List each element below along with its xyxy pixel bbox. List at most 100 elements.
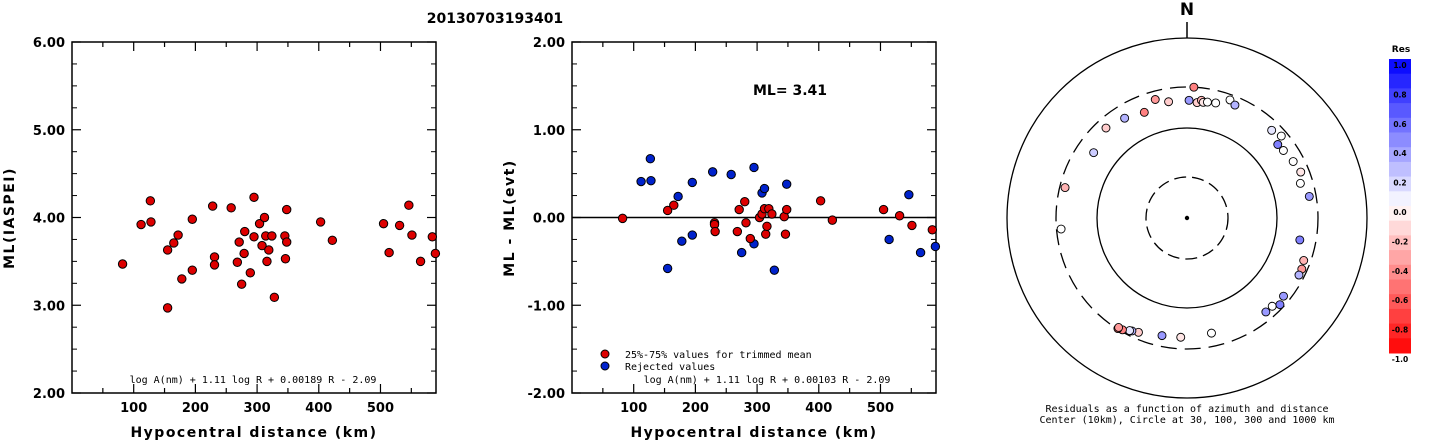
station-residual-point (1157, 331, 1167, 341)
data-point (146, 217, 156, 227)
colorbar-tick-label: 1.0 (1393, 61, 1406, 70)
station-residual-point (1275, 300, 1285, 310)
station-residual-point (1279, 291, 1288, 301)
data-point (280, 254, 291, 264)
station-residual-point (1230, 100, 1240, 110)
panel-ml-residual: -2.00 -1.00 0.00 1.00 2.00 100 200 300 400 500 M… (502, 36, 941, 441)
data-point (177, 274, 187, 284)
station-residual-point (1101, 123, 1111, 133)
y-tick-label: 3.00 (33, 299, 65, 314)
accepted-point (827, 215, 838, 225)
data-point (315, 217, 326, 227)
colorbar-cell (1389, 176, 1411, 192)
panel2-x-ticks: 100 200 300 400 500 (602, 42, 912, 416)
panel1-formula: log A(nm) + 1.11 log R + 0.00189 R - 2.0… (130, 375, 377, 386)
data-point (236, 279, 247, 289)
legend-rejected-marker (600, 361, 610, 371)
station-residual-point (1299, 256, 1309, 265)
panel1-x-ticks: 100 200 300 400 500 (102, 42, 412, 416)
legend-accepted-marker (600, 349, 610, 359)
x-tick-label: 300 (744, 401, 771, 416)
station-residual-point (1089, 148, 1099, 158)
y-tick-label: 4.00 (33, 212, 65, 227)
rejected-point (673, 191, 683, 202)
panel1-points (117, 192, 441, 313)
data-point (187, 214, 198, 224)
x-tick-label: 300 (244, 401, 271, 416)
figure-title: 20130703193401 (427, 11, 563, 27)
rejected-point (646, 175, 656, 186)
colorbar-cell (1389, 264, 1411, 280)
colorbar-cell (1389, 191, 1411, 207)
accepted-point (878, 204, 889, 215)
data-point (249, 192, 259, 203)
polar-center (1184, 215, 1190, 221)
data-point (254, 218, 265, 229)
y-tick-label: 2.00 (533, 36, 565, 51)
rejected-point (687, 177, 698, 188)
polar-caption-line2: Center (10km), Circle at 30, 100, 300 an… (1039, 415, 1334, 426)
y-tick-label: -1.00 (528, 299, 565, 314)
data-point (226, 203, 236, 213)
accepted-point (741, 218, 751, 228)
y-tick-label: 5.00 (33, 124, 65, 139)
colorbar-tick-label: -1.0 (1392, 355, 1408, 364)
x-tick-label: 100 (120, 401, 147, 416)
data-point (327, 235, 338, 246)
data-point (394, 220, 405, 231)
colorbar-tick-label: 0.8 (1393, 90, 1406, 99)
station-residual-point (1278, 146, 1288, 155)
data-point (281, 237, 292, 247)
polar-caption-line1: Residuals as a function of azimuth and d… (1046, 404, 1329, 415)
colorbar-tick-label: 0.6 (1393, 120, 1406, 129)
panel1-y-axis-label: ML(IASPEI) (2, 167, 18, 269)
y-tick-label: 2.00 (33, 387, 65, 402)
colorbar-cell (1389, 117, 1411, 133)
colorbar-cell (1389, 73, 1411, 89)
station-residual-point (1211, 98, 1221, 108)
station-residual-point (1294, 270, 1304, 280)
data-point (117, 259, 128, 269)
station-residual-point (1304, 191, 1314, 201)
station-residual-point (1261, 307, 1271, 317)
accepted-point (761, 229, 771, 239)
data-point (245, 268, 255, 278)
data-point (404, 200, 414, 210)
colorbar-cell (1389, 279, 1411, 295)
accepted-point (710, 226, 720, 237)
data-point (267, 231, 277, 241)
data-point (209, 260, 220, 270)
accepted-point (894, 211, 905, 221)
polar-30km-circle (1145, 176, 1229, 260)
colorbar-tick-label: -0.4 (1392, 267, 1408, 276)
colorbar: Res 1.0 0.8 0.6 0.4 0.2 0.0 -0.2 -0.4 -0.6 -0.8 -1… (1389, 45, 1411, 364)
accepted-point (767, 209, 777, 219)
colorbar-cell (1389, 294, 1411, 310)
data-point (427, 232, 437, 242)
colorbar-ticks: 1.0 0.8 0.6 0.4 0.2 0.0 -0.2 -0.4 -0.6 -0.8 -1.0 (1392, 61, 1408, 364)
colorbar-cells (1389, 59, 1411, 354)
accepted-point (815, 196, 826, 206)
colorbar-tick-label: -0.2 (1392, 237, 1408, 246)
colorbar-cell (1389, 338, 1411, 354)
colorbar-cell (1389, 88, 1411, 104)
x-tick-label: 400 (805, 401, 832, 416)
rejected-point (687, 230, 698, 240)
data-point (234, 237, 244, 247)
colorbar-tick-label: 0.0 (1393, 208, 1406, 217)
station-residual-point (1114, 323, 1124, 332)
data-point (240, 226, 250, 237)
panel2-points (617, 154, 941, 275)
accepted-point (762, 221, 772, 231)
legend-rejected-label: Rejected values (625, 362, 715, 373)
station-residual-point (1273, 140, 1283, 149)
data-point (257, 240, 267, 251)
data-point (249, 232, 259, 242)
rejected-point (884, 234, 894, 245)
panel-polar-residuals: N Residuals as a function of azimuth and… (1006, 0, 1368, 426)
station-residual-point (1189, 82, 1199, 92)
x-tick-label: 500 (367, 401, 394, 416)
data-point (162, 245, 173, 255)
y-tick-label: 6.00 (33, 36, 65, 51)
